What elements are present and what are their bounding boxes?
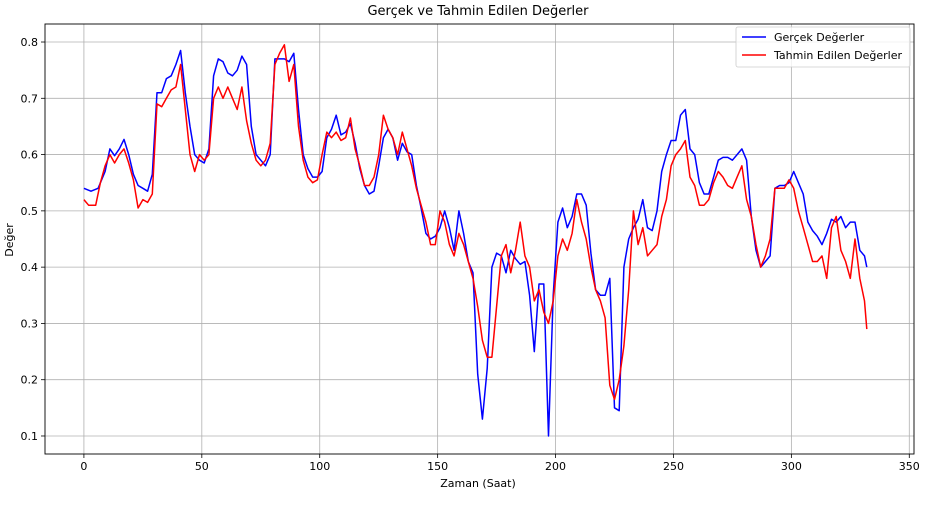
y-tick-label: 0.4 — [21, 261, 39, 274]
series-layer — [83, 44, 868, 437]
legend: Gerçek Değerler Tahmin Edilen Değerler — [735, 26, 911, 68]
x-tick-label: 50 — [195, 460, 209, 473]
legend-box — [735, 26, 911, 68]
x-tick-label: 350 — [899, 460, 920, 473]
y-tick-label: 0.1 — [21, 430, 39, 443]
chart-title: Gerçek ve Tahmin Edilen Değerler — [367, 4, 589, 19]
x-tick-label: 100 — [309, 460, 330, 473]
x-gridlines — [83, 24, 910, 454]
legend-label-gercek: Gerçek Değerler — [774, 31, 865, 44]
x-tick-label: 200 — [545, 460, 566, 473]
x-tick-label: 250 — [663, 460, 684, 473]
y-tick-label: 0.6 — [21, 149, 39, 162]
y-axis-label: Değer — [3, 223, 16, 257]
x-axis-label: Zaman (Saat) — [440, 477, 516, 490]
series-line-gercek-degerler — [83, 49, 868, 437]
y-tick-label: 0.5 — [21, 205, 39, 218]
x-tick-label: 150 — [427, 460, 448, 473]
y-tick-label: 0.2 — [21, 374, 39, 387]
legend-label-tahmin: Tahmin Edilen Değerler — [773, 49, 902, 62]
y-tick-label: 0.8 — [21, 36, 39, 49]
x-tick-label: 300 — [781, 460, 802, 473]
x-tick-label: 0 — [80, 460, 87, 473]
y-axis-ticks: 0.1 0.2 0.3 0.4 0.5 0.6 0.7 0.8 — [21, 36, 45, 443]
x-axis-ticks: 0 50 100 150 200 250 300 350 — [80, 454, 920, 473]
y-tick-label: 0.3 — [21, 317, 39, 330]
series-line-tahmin-edilen-degerler — [83, 44, 868, 401]
plot-area-frame — [44, 23, 915, 455]
y-tick-label: 0.7 — [21, 92, 39, 105]
